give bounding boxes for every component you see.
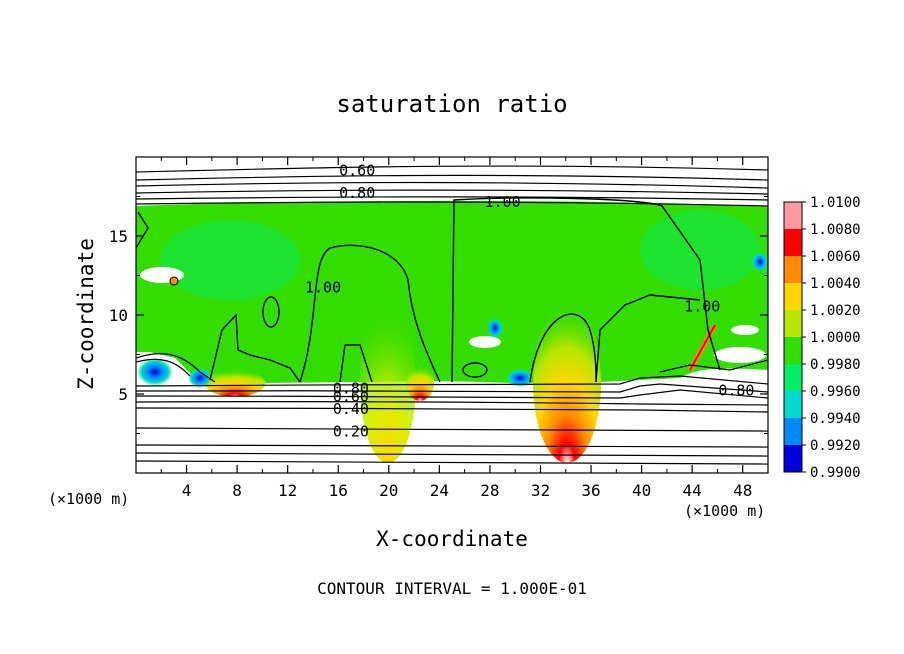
upper-contours [136, 165, 768, 207]
colorbar-label: 1.0020 [810, 303, 861, 319]
colorbar-swatch [784, 283, 802, 310]
colorbar-label: 0.9900 [810, 465, 861, 481]
x-tick-label: 16 [329, 481, 348, 500]
contour-label: 1.00 [305, 279, 341, 297]
lower-contours [136, 353, 768, 465]
colorbar: 1.0100 1.0080 1.0060 1.0040 1.0020 1.0000 0.99… [783, 195, 861, 481]
contour-label: 0.80 [339, 184, 375, 202]
colorbar-label: 0.9980 [810, 357, 861, 373]
x-tick-label: 24 [430, 481, 449, 500]
contour-labels: 0.600.801.001.001.000.800.600.400.200.80 [305, 162, 754, 441]
colorbar-label: 1.0100 [810, 195, 861, 211]
contour-label: 1.00 [484, 193, 520, 211]
plume-8 [205, 369, 265, 397]
y-axis: 5 10 15 [109, 196, 768, 434]
contour-1.00 [136, 197, 721, 383]
colorbar-label: 0.9940 [810, 411, 861, 427]
y-axis-label: Z-coordinate [74, 238, 98, 390]
contour-label: 0.40 [333, 400, 369, 418]
colorbar-swatch [784, 202, 802, 229]
colorbar-label: 1.0040 [810, 276, 861, 292]
y-tick-label: 15 [109, 227, 128, 246]
contour-interval-note: CONTOUR INTERVAL = 1.000E-01 [317, 579, 587, 598]
contour-label: 0.60 [333, 388, 369, 406]
contour-label: 0.20 [333, 422, 369, 440]
x-tick-label: 28 [480, 481, 499, 500]
contour-label: 0.80 [718, 381, 754, 399]
colorbar-swatch [784, 310, 802, 337]
contour-label: 1.00 [684, 298, 720, 316]
plume-20 [360, 303, 416, 463]
colorbar-swatch [784, 229, 802, 256]
x-tick-label: 20 [379, 481, 398, 500]
colorbar-label: 1.0060 [810, 249, 861, 265]
field-band [136, 200, 768, 383]
colorbar-swatch [784, 445, 802, 472]
y-tick-label: 10 [109, 306, 128, 325]
colorbar-swatch [784, 418, 802, 445]
colorbar-label: 0.9920 [810, 438, 861, 454]
x-tick-label: 36 [581, 481, 600, 500]
colorbar-swatch [784, 337, 802, 364]
x-axis-label: X-coordinate [376, 527, 528, 551]
x-tick-label: 8 [232, 481, 242, 500]
x-unit-right: (×1000 m) [684, 502, 765, 520]
x-tick-label: 44 [683, 481, 702, 500]
contour-label: 0.60 [339, 162, 375, 180]
colorbar-swatch [784, 364, 802, 391]
x-tick-label: 12 [278, 481, 297, 500]
plot-area [136, 157, 768, 473]
colorbar-swatch [784, 256, 802, 283]
colorbar-label: 1.0000 [810, 330, 861, 346]
x-tick-label: 32 [531, 481, 550, 500]
y-tick-label: 5 [118, 385, 128, 404]
x-tick-label: 4 [182, 481, 192, 500]
contour-label: 0.80 [333, 380, 369, 398]
colorbar-label: 1.0080 [810, 222, 861, 238]
x-axis: 4 8 12 16 20 24 28 32 36 40 44 48 [160, 157, 752, 500]
chart-title: saturation ratio [336, 90, 567, 118]
colorbar-swatch [784, 391, 802, 418]
x-unit-left: (×1000 m) [48, 490, 129, 508]
colorbar-label: 0.9960 [810, 384, 861, 400]
x-tick-label: 48 [733, 481, 752, 500]
plume-33 [533, 303, 601, 463]
x-tick-label: 40 [632, 481, 651, 500]
